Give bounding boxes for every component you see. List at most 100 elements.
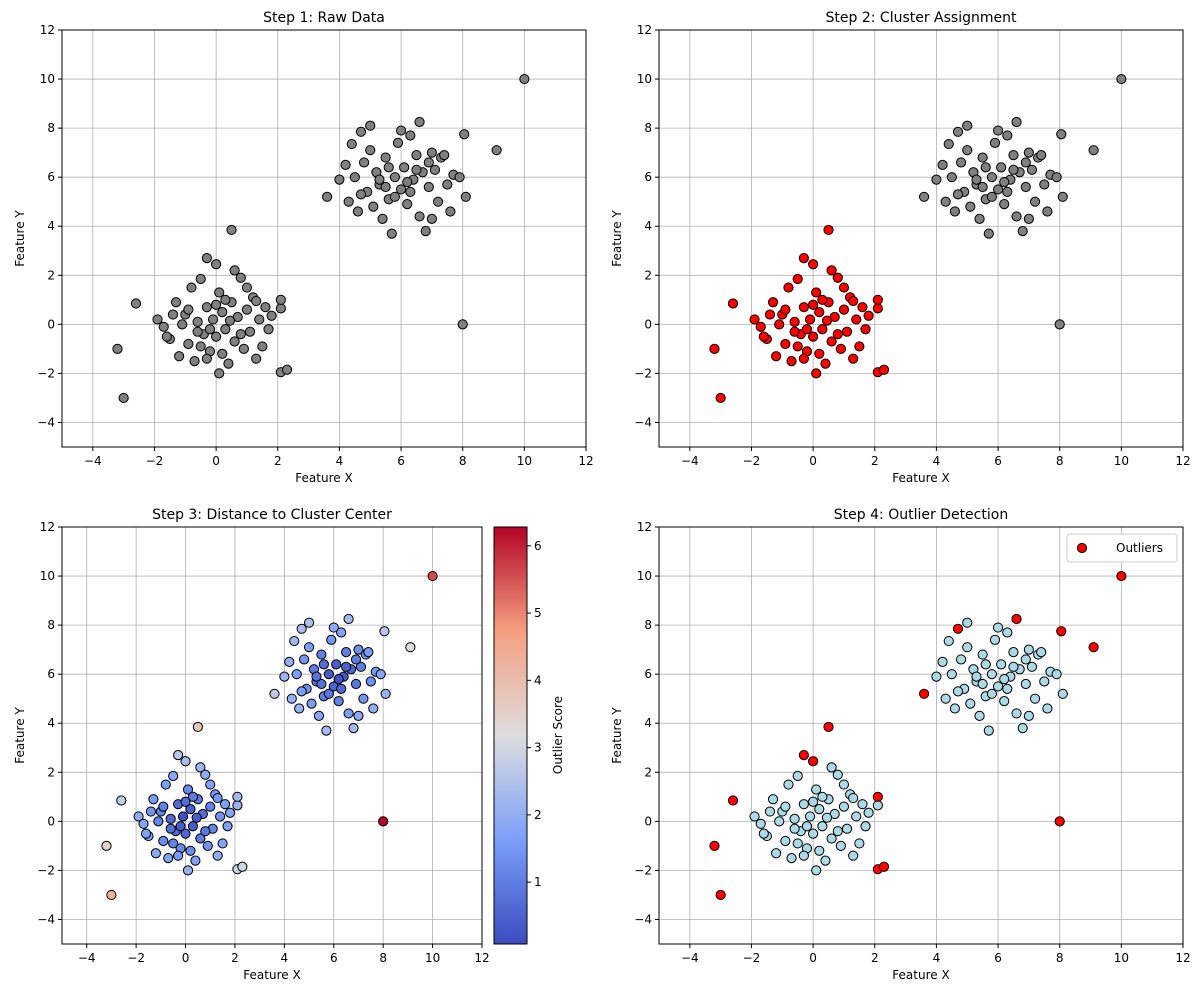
data-point bbox=[832, 272, 843, 283]
data-point bbox=[764, 806, 776, 817]
data-point bbox=[202, 840, 213, 851]
data-point bbox=[217, 348, 228, 359]
x-tick-label: 2 bbox=[274, 454, 282, 468]
data-point bbox=[316, 678, 327, 690]
data-point bbox=[826, 336, 837, 347]
data-point bbox=[838, 801, 850, 812]
outlier-point bbox=[1054, 816, 1065, 827]
data-point bbox=[167, 309, 179, 320]
outlier-point bbox=[1116, 570, 1127, 582]
data-point bbox=[257, 341, 268, 352]
data-point bbox=[423, 181, 434, 193]
data-point bbox=[491, 145, 502, 156]
x-axis-label: Feature X bbox=[892, 968, 949, 982]
data-point bbox=[832, 329, 843, 340]
axes-frame bbox=[61, 526, 483, 945]
data-point bbox=[195, 833, 206, 844]
y-tick-label: 8 bbox=[47, 121, 55, 135]
subplot-1: −4 −2 0 2 4 6 8 10 12 −4 −2 0 2 4 6 8 10 12 Step 1: Raw Da… bbox=[13, 10, 594, 485]
data-point bbox=[402, 199, 413, 210]
data-point bbox=[183, 338, 194, 350]
data-point bbox=[429, 164, 441, 175]
data-point bbox=[821, 812, 833, 823]
data-point bbox=[804, 811, 816, 822]
data-point bbox=[792, 770, 803, 782]
data-point bbox=[1051, 669, 1062, 680]
data-point bbox=[328, 622, 339, 633]
data-point bbox=[832, 826, 843, 837]
data-point bbox=[821, 315, 833, 326]
data-point bbox=[251, 295, 262, 307]
y-tick-label: 2 bbox=[644, 268, 652, 282]
outlier-point bbox=[808, 756, 819, 767]
data-point bbox=[163, 853, 174, 864]
data-point bbox=[783, 779, 794, 790]
legend-marker bbox=[1076, 542, 1088, 554]
data-point bbox=[946, 669, 957, 680]
y-tick-label: −2 bbox=[37, 366, 55, 380]
x-tick-label: 12 bbox=[474, 951, 489, 965]
y-tick-label: −2 bbox=[37, 863, 55, 877]
y-tick-label: 6 bbox=[47, 667, 55, 681]
data-point bbox=[826, 762, 837, 773]
data-point bbox=[1020, 678, 1031, 690]
data-point bbox=[148, 794, 159, 805]
y-axis-label: Feature Y bbox=[610, 707, 624, 764]
data-point bbox=[191, 812, 202, 823]
data-point bbox=[187, 791, 199, 802]
data-point bbox=[187, 821, 199, 832]
data-point bbox=[266, 310, 277, 321]
x-tick-label: 2 bbox=[871, 454, 879, 468]
data-point bbox=[158, 321, 169, 332]
data-point bbox=[355, 661, 367, 672]
data-point bbox=[1036, 647, 1047, 658]
data-point bbox=[977, 678, 988, 690]
data-point bbox=[952, 126, 964, 137]
x-tick-label: 0 bbox=[809, 951, 817, 965]
outlier-point bbox=[709, 840, 720, 851]
data-point bbox=[715, 392, 726, 404]
data-point bbox=[215, 811, 226, 822]
data-point bbox=[201, 302, 212, 313]
data-point bbox=[226, 224, 237, 236]
data-point bbox=[943, 138, 954, 150]
x-tick-label: 0 bbox=[809, 454, 817, 468]
data-point bbox=[343, 196, 354, 207]
data-point bbox=[269, 688, 280, 699]
data-point bbox=[232, 791, 243, 802]
data-point bbox=[931, 174, 942, 185]
x-tick-label: −4 bbox=[681, 454, 699, 468]
data-point bbox=[709, 343, 720, 354]
outlier-point bbox=[918, 688, 930, 699]
data-point bbox=[241, 304, 253, 315]
data-point bbox=[749, 314, 760, 325]
data-point bbox=[229, 336, 240, 347]
data-point bbox=[872, 294, 883, 305]
data-point bbox=[299, 654, 310, 665]
y-tick-label: 6 bbox=[47, 170, 55, 184]
data-point bbox=[207, 314, 219, 325]
data-point bbox=[872, 800, 883, 811]
data-point bbox=[318, 659, 329, 670]
data-point bbox=[1116, 73, 1127, 85]
data-point bbox=[380, 181, 391, 193]
data-point bbox=[279, 671, 290, 682]
data-point bbox=[457, 319, 468, 330]
data-point bbox=[238, 343, 249, 354]
data-point bbox=[999, 696, 1010, 707]
x-tick-label: 4 bbox=[281, 951, 289, 965]
y-tick-label: −4 bbox=[634, 912, 652, 926]
data-point bbox=[952, 189, 964, 200]
data-point bbox=[863, 807, 874, 818]
data-point bbox=[116, 795, 127, 806]
data-point bbox=[303, 642, 315, 653]
data-point bbox=[445, 206, 456, 217]
data-point bbox=[1036, 150, 1047, 161]
data-point bbox=[204, 324, 216, 335]
outlier-point bbox=[823, 721, 834, 733]
data-point bbox=[165, 813, 176, 825]
x-tick-label: −4 bbox=[84, 454, 102, 468]
subplot-2: −4 −2 0 2 4 6 8 10 12 −4 −2 0 2 4 6 8 10 12 Step 2: Cluste… bbox=[610, 10, 1191, 485]
data-point bbox=[1042, 703, 1053, 714]
data-point bbox=[804, 314, 816, 325]
